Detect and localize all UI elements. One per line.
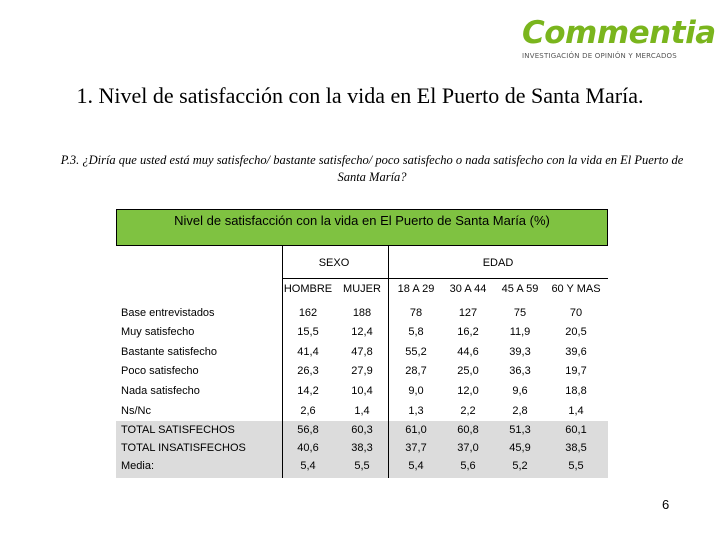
header-divider: [282, 278, 608, 279]
table-cell: 55,2: [405, 346, 427, 358]
logo-tagline: INVESTIGACIÓN DE OPINIÓN Y MERCADOS: [522, 52, 677, 60]
table-cell: 19,7: [565, 365, 587, 377]
table-cell: 18,8: [565, 385, 587, 397]
row-label: Nada satisfecho: [121, 385, 200, 397]
column-divider: [388, 246, 389, 478]
column-divider: [282, 246, 283, 478]
table-cell: 5,4: [408, 460, 424, 472]
table-cell: 2,6: [300, 405, 316, 417]
row-label: Bastante satisfecho: [121, 346, 218, 358]
table-cell: 60,3: [351, 424, 373, 436]
table-cell: 27,9: [351, 365, 373, 377]
table-cell: 15,5: [297, 326, 319, 338]
table-cell: 1,4: [568, 405, 584, 417]
row-label: Base entrevistados: [121, 307, 215, 319]
column-header: 45 A 59: [501, 283, 539, 295]
row-label: Muy satisfecho: [121, 326, 195, 338]
logo-wordmark: Commentia: [522, 15, 716, 51]
column-header: 18 A 29: [397, 283, 435, 295]
row-label: Media:: [121, 460, 155, 472]
table-cell: 78: [409, 307, 423, 319]
table-cell: 1,3: [408, 405, 424, 417]
column-header: 30 A 44: [449, 283, 487, 295]
column-header: 60 Y MAS: [551, 283, 601, 295]
table-header: Nivel de satisfacción con la vida en El …: [116, 209, 608, 246]
table-cell: 75: [513, 307, 527, 319]
table-cell: 127: [458, 307, 478, 319]
table-cell: 38,3: [351, 442, 373, 454]
row-label: Poco satisfecho: [121, 365, 199, 377]
table-cell: 45,9: [509, 442, 531, 454]
table-cell: 40,6: [297, 442, 319, 454]
table-cell: 47,8: [351, 346, 373, 358]
survey-question: P.3. ¿Diría que usted está muy satisfech…: [60, 153, 684, 184]
table-cell: 39,6: [565, 346, 587, 358]
table-cell: 39,3: [509, 346, 531, 358]
table-cell: 60,1: [565, 424, 587, 436]
table-cell: 14,2: [297, 385, 319, 397]
table-cell: 60,8: [457, 424, 479, 436]
table-cell: 70: [569, 307, 583, 319]
table-cell: 2,8: [512, 405, 528, 417]
table-cell: 2,2: [460, 405, 476, 417]
table-cell: 61,0: [405, 424, 427, 436]
page-number: 6: [662, 497, 670, 512]
column-header: MUJER: [343, 283, 381, 295]
table-cell: 9,0: [408, 385, 424, 397]
table-cell: 12,0: [457, 385, 479, 397]
table-cell: 5,6: [460, 460, 476, 472]
table-cell: 56,8: [297, 424, 319, 436]
slide-title: 1. Nivel de satisfacción con la vida en …: [76, 83, 644, 108]
group-header-sexo: SEXO: [318, 257, 350, 269]
table-cell: 5,4: [300, 460, 316, 472]
table-cell: 20,5: [565, 326, 587, 338]
table-cell: 26,3: [297, 365, 319, 377]
summary-rows-shading: [116, 421, 608, 478]
row-label: TOTAL INSATISFECHOS: [121, 442, 246, 454]
row-label: TOTAL SATISFECHOS: [121, 424, 235, 436]
table-cell: 36,3: [509, 365, 531, 377]
table-cell: 5,5: [354, 460, 370, 472]
group-header-edad: EDAD: [482, 257, 514, 269]
table-cell: 41,4: [297, 346, 319, 358]
table-cell: 11,9: [509, 326, 531, 338]
commentia-logo: Commentia INVESTIGACIÓN DE OPINIÓN Y MER…: [522, 15, 716, 60]
table-cell: 10,4: [351, 385, 373, 397]
table-cell: 5,5: [568, 460, 584, 472]
table-cell: 9,6: [512, 385, 528, 397]
row-label: Ns/Nc: [121, 405, 151, 417]
table-cell: 37,7: [405, 442, 427, 454]
table-cell: 5,8: [408, 326, 424, 338]
table-cell: 38,5: [565, 442, 587, 454]
column-header: HOMBRE: [283, 283, 333, 295]
table-cell: 51,3: [509, 424, 531, 436]
table-cell: 12,4: [351, 326, 373, 338]
table-cell: 28,7: [405, 365, 427, 377]
table-cell: 1,4: [354, 405, 370, 417]
table-cell: 16,2: [457, 326, 479, 338]
table-cell: 162: [298, 307, 318, 319]
table-cell: 5,2: [512, 460, 528, 472]
table-cell: 188: [352, 307, 372, 319]
table-cell: 37,0: [457, 442, 479, 454]
table-cell: 44,6: [457, 346, 479, 358]
table-cell: 25,0: [457, 365, 479, 377]
